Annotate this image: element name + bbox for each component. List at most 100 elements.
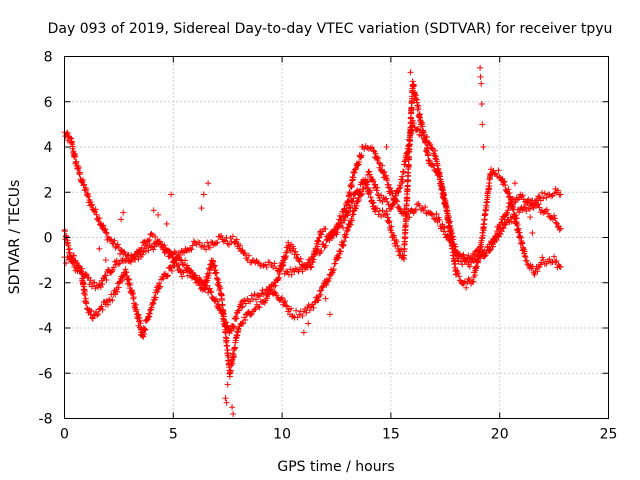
data-point bbox=[477, 64, 484, 71]
data-point bbox=[552, 215, 559, 222]
data-point bbox=[503, 211, 510, 218]
data-point bbox=[136, 251, 143, 258]
data-point bbox=[356, 188, 363, 195]
data-point bbox=[358, 152, 365, 159]
data-point bbox=[215, 279, 222, 286]
data-point bbox=[238, 304, 245, 311]
data-point bbox=[509, 195, 516, 202]
data-point bbox=[150, 207, 157, 214]
data-point bbox=[294, 314, 301, 321]
data-point bbox=[545, 210, 552, 217]
data-point bbox=[179, 273, 186, 280]
data-point bbox=[196, 239, 203, 246]
data-point bbox=[557, 225, 564, 232]
data-point bbox=[477, 73, 484, 80]
data-point bbox=[280, 259, 287, 266]
data-point bbox=[263, 263, 270, 270]
y-tick-label: -4 bbox=[39, 321, 53, 337]
data-point bbox=[229, 233, 236, 240]
data-point bbox=[468, 259, 475, 266]
data-point bbox=[249, 257, 256, 264]
data-point bbox=[465, 275, 472, 282]
data-point bbox=[535, 201, 542, 208]
data-point bbox=[251, 291, 258, 298]
data-point bbox=[69, 143, 76, 150]
data-point bbox=[374, 191, 381, 198]
data-point bbox=[488, 240, 495, 247]
data-point bbox=[240, 320, 247, 327]
data-point bbox=[543, 194, 550, 201]
data-point bbox=[506, 193, 513, 200]
data-point bbox=[444, 232, 451, 239]
data-point bbox=[367, 189, 374, 196]
data-point bbox=[76, 264, 83, 271]
data-point bbox=[164, 272, 171, 279]
data-point bbox=[336, 223, 343, 230]
data-point bbox=[557, 191, 564, 198]
data-point bbox=[546, 256, 553, 263]
data-point bbox=[288, 271, 295, 278]
data-point bbox=[427, 141, 434, 148]
data-point bbox=[411, 91, 418, 98]
axis-ticks bbox=[64, 56, 609, 419]
data-point bbox=[516, 209, 523, 216]
x-axis-label: GPS time / hours bbox=[277, 459, 394, 475]
data-point bbox=[383, 144, 390, 150]
data-point bbox=[318, 287, 325, 294]
data-point bbox=[346, 204, 353, 211]
data-point bbox=[224, 349, 231, 356]
data-point bbox=[190, 238, 197, 245]
data-point bbox=[138, 244, 145, 251]
data-point bbox=[393, 238, 400, 245]
data-point bbox=[478, 80, 485, 87]
data-point bbox=[87, 199, 94, 206]
data-point bbox=[62, 260, 69, 267]
data-point bbox=[314, 243, 321, 250]
data-point bbox=[132, 256, 139, 263]
x-tick-label: 15 bbox=[382, 427, 400, 443]
data-point bbox=[475, 257, 482, 264]
data-point bbox=[484, 198, 491, 205]
data-point bbox=[163, 220, 170, 227]
data-point bbox=[216, 233, 223, 240]
data-point bbox=[235, 326, 242, 333]
data-point bbox=[319, 283, 326, 290]
data-point bbox=[384, 198, 391, 205]
data-point bbox=[444, 210, 451, 217]
data-point bbox=[406, 138, 413, 145]
data-point bbox=[441, 225, 448, 232]
data-point bbox=[305, 320, 312, 327]
data-point bbox=[429, 211, 436, 218]
data-point bbox=[381, 168, 388, 175]
data-point bbox=[322, 242, 329, 249]
data-point bbox=[524, 261, 531, 268]
data-point bbox=[552, 219, 559, 226]
data-point bbox=[330, 232, 337, 239]
data-point bbox=[491, 237, 498, 244]
data-point bbox=[189, 270, 196, 277]
data-point bbox=[531, 271, 538, 278]
data-point bbox=[214, 239, 221, 246]
data-point bbox=[156, 284, 163, 291]
data-point bbox=[502, 212, 509, 219]
data-point bbox=[366, 168, 373, 175]
data-point bbox=[511, 212, 518, 219]
data-point bbox=[398, 210, 405, 217]
data-point bbox=[217, 285, 224, 292]
y-tick-label: 6 bbox=[44, 95, 53, 111]
data-point bbox=[514, 221, 521, 228]
data-point bbox=[231, 324, 238, 331]
data-point bbox=[479, 121, 486, 128]
data-point bbox=[74, 268, 81, 275]
data-point bbox=[376, 207, 383, 214]
data-point bbox=[463, 284, 470, 291]
data-point bbox=[396, 252, 403, 259]
data-point bbox=[241, 297, 248, 304]
data-point bbox=[220, 238, 227, 245]
data-point bbox=[350, 211, 357, 218]
data-point bbox=[405, 163, 412, 170]
data-point bbox=[227, 367, 234, 374]
data-point bbox=[182, 257, 189, 264]
data-point bbox=[319, 228, 326, 235]
data-point bbox=[456, 273, 463, 280]
